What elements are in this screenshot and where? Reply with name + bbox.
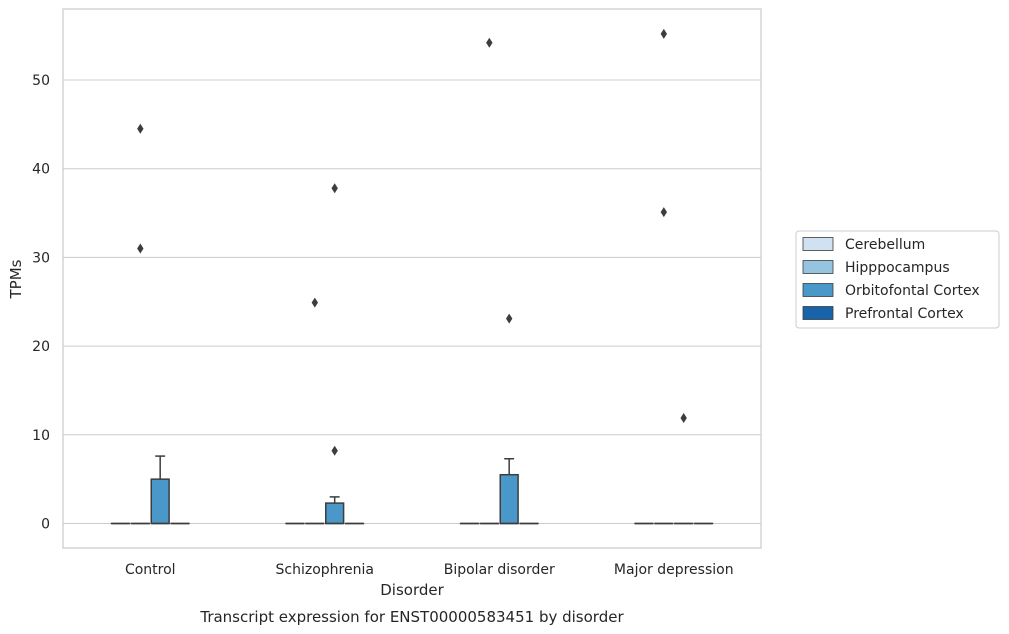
outlier-point [505,313,513,324]
x-axis-title: Disorder [380,581,444,599]
outlier-point [331,445,338,456]
legend-swatch [802,260,834,274]
outlier-point [680,412,687,423]
legend-label: Hipppocampus [845,260,950,276]
grid-layer [63,79,761,524]
y-axis-title: TPMs [7,259,25,299]
box-orbitofontal-cortex [674,412,694,525]
y-tick-label: 10 [32,428,50,444]
x-tick-label: Control [125,562,176,578]
legend-label: Cerebellum [845,237,925,253]
outlier-point [311,297,319,308]
outlier-point [660,28,668,39]
outlier-point [137,243,144,254]
x-tick-label: Bipolar disorder [444,562,555,578]
y-tick-label: 0 [41,517,50,533]
outlier-point [137,123,144,134]
x-tick-label: Major depression [614,562,734,578]
legend-label: Prefrontal Cortex [845,306,964,322]
y-tick-label: 40 [32,162,50,178]
legend-swatch [802,306,834,320]
plot-frame [62,8,762,549]
legend-item: Prefrontal Cortex [802,306,964,322]
y-tick-label: 50 [32,73,50,89]
outlier-point [660,207,668,218]
box-orbitofontal-cortex [325,183,345,525]
outlier-point [331,183,338,194]
legend-item: Hipppocampus [802,260,950,276]
box-body [150,478,170,525]
legend-item: Cerebellum [802,237,925,253]
box-orbitofontal-cortex [499,313,519,525]
x-tick-label: Schizophrenia [276,562,374,578]
box-body [325,502,345,525]
y-axis: 0 10 20 30 40 50 [32,73,50,533]
box-hipppocampus [654,28,674,525]
box-hipppocampus [130,123,150,525]
legend-frame [795,230,1000,329]
legend-items: Cerebellum Hipppocampus Orbitofontal Corte… [802,237,980,322]
y-tick-label: 20 [32,339,50,355]
box-body [499,473,519,525]
legend-swatch [802,237,834,251]
boxes-layer [110,28,714,525]
box-orbitofontal-cortex [150,455,170,525]
legend: Cerebellum Hipppocampus Orbitofontal Corte… [795,230,1000,329]
outlier-point [486,37,493,48]
box-hipppocampus [479,37,500,525]
x-axis: Control Schizophrenia Bipolar disorder Majo… [125,562,734,578]
chart-caption: Transcript expression for ENST0000058345… [199,608,624,626]
legend-swatch [802,283,834,297]
y-tick-label: 30 [32,250,50,266]
box-hipppocampus [305,297,325,525]
legend-label: Orbitofontal Cortex [845,283,980,299]
legend-item: Orbitofontal Cortex [802,283,980,299]
